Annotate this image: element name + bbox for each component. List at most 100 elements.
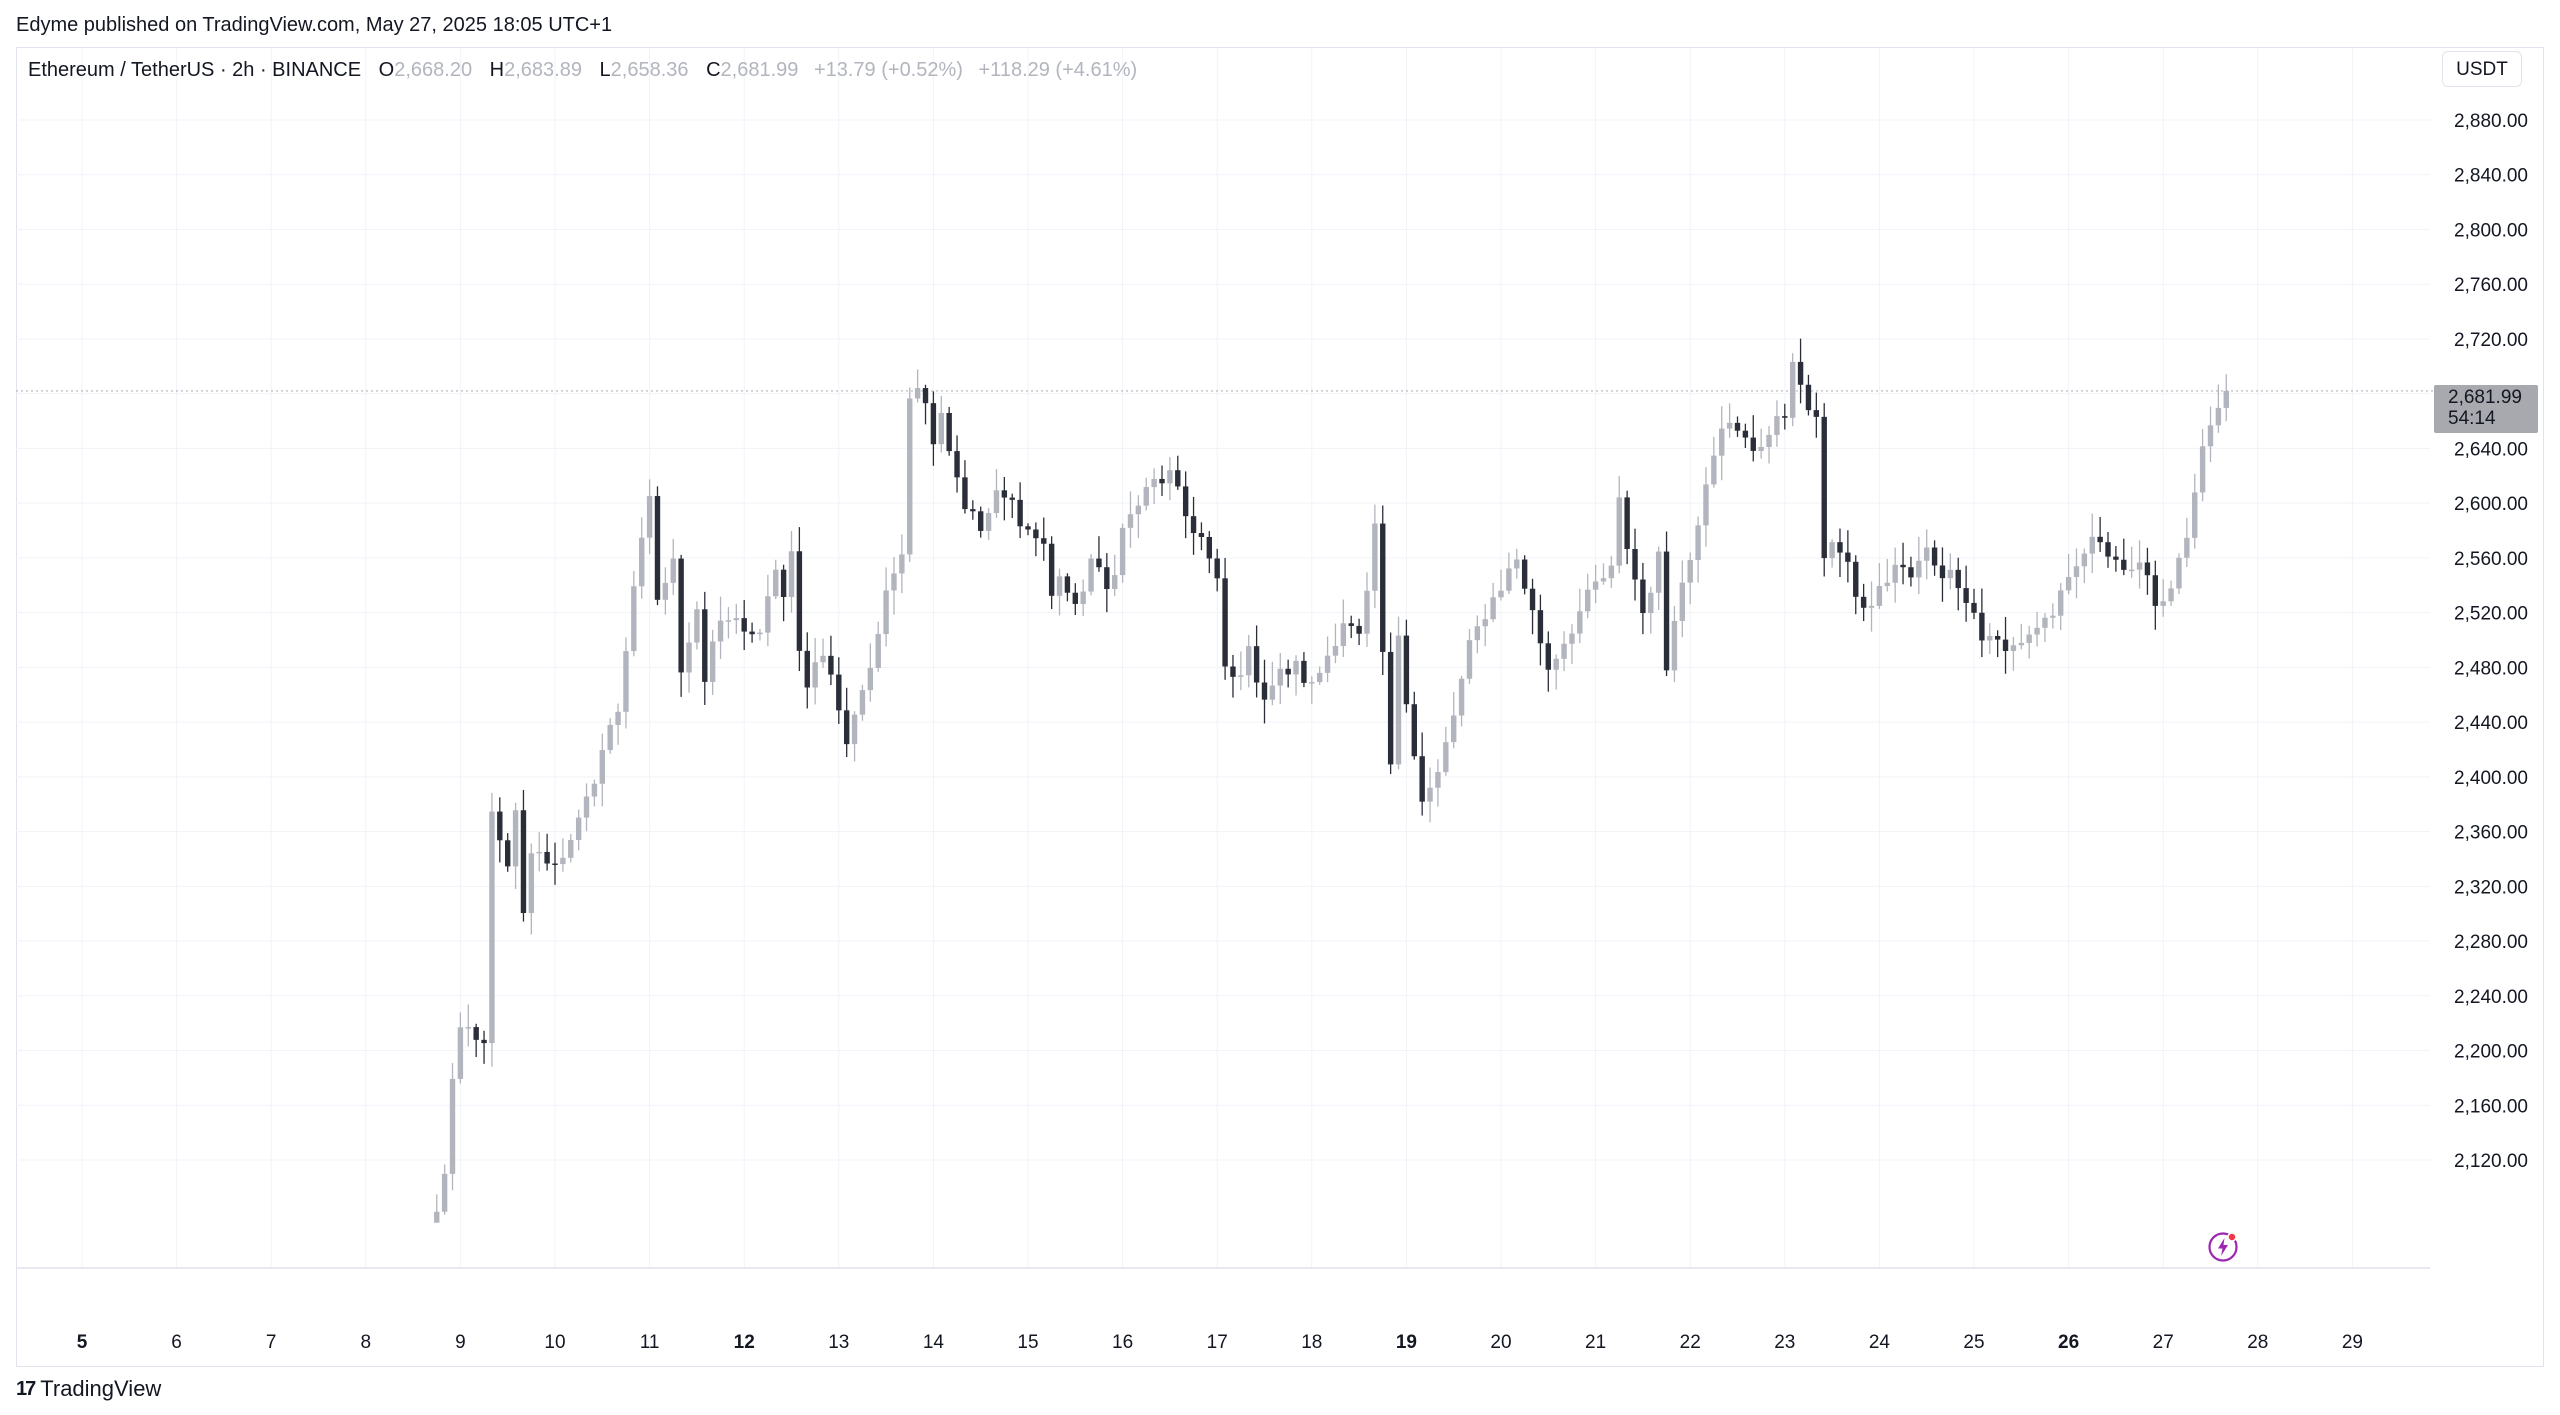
price-tick-label: 2,360.00 bbox=[2454, 823, 2528, 844]
price-tick-label: 2,400.00 bbox=[2454, 768, 2528, 789]
candle-down bbox=[1285, 668, 1291, 675]
candle-up bbox=[1600, 578, 1607, 582]
candle-down bbox=[1104, 567, 1110, 589]
currency-button[interactable]: USDT bbox=[2442, 51, 2522, 87]
candle-down bbox=[1348, 623, 1354, 626]
candle-down bbox=[1048, 543, 1055, 596]
candle-down bbox=[2097, 536, 2103, 543]
candle-down bbox=[1797, 361, 1804, 385]
candle-up bbox=[560, 857, 566, 865]
candle-up bbox=[694, 609, 700, 643]
candle-up bbox=[1774, 416, 1780, 435]
time-tick-label: 18 bbox=[1301, 1332, 1322, 1353]
candle-up bbox=[907, 398, 913, 555]
candle-up bbox=[1916, 560, 1922, 578]
candle-up bbox=[575, 817, 582, 841]
candle-up bbox=[1458, 678, 1465, 716]
price-tick-label: 2,640.00 bbox=[2454, 439, 2528, 460]
candle-up bbox=[1246, 646, 1252, 676]
candle-down bbox=[1182, 486, 1189, 517]
candle-down bbox=[1387, 651, 1394, 765]
candle-up bbox=[1238, 675, 1244, 677]
candle-up bbox=[1143, 487, 1149, 506]
candle-up bbox=[1316, 672, 1323, 683]
candle-up bbox=[1655, 551, 1662, 593]
candle-up bbox=[1679, 582, 1686, 621]
candle-up bbox=[899, 554, 905, 574]
candle-up bbox=[1135, 505, 1142, 515]
candle-up bbox=[568, 840, 574, 858]
price-tick-label: 2,880.00 bbox=[2454, 111, 2528, 132]
candle-down bbox=[1190, 516, 1197, 534]
candle-down bbox=[473, 1027, 479, 1040]
candle-down bbox=[1403, 635, 1410, 705]
candle-up bbox=[631, 586, 637, 652]
high-value: 2,683.89 bbox=[504, 59, 582, 81]
candle-up bbox=[1482, 619, 1488, 627]
candle-up bbox=[1561, 643, 1567, 659]
time-tick-label: 27 bbox=[2153, 1332, 2174, 1353]
candle-down bbox=[544, 851, 550, 864]
price-tick-label: 2,520.00 bbox=[2454, 604, 2528, 625]
candle-up bbox=[670, 558, 676, 583]
publisher-caption: Edyme published on TradingView.com, May … bbox=[16, 14, 613, 36]
candle-up bbox=[489, 811, 495, 1044]
candle-up bbox=[1987, 635, 1993, 641]
candle-down bbox=[780, 569, 787, 597]
lightning-icon[interactable] bbox=[2207, 1231, 2239, 1263]
candle-down bbox=[1380, 523, 1386, 652]
time-tick-label: 19 bbox=[1396, 1332, 1417, 1353]
candle-down bbox=[505, 840, 511, 867]
candle-up bbox=[765, 596, 771, 633]
candle-up bbox=[1056, 576, 1063, 596]
candle-down bbox=[1955, 569, 1961, 589]
tradingview-logo-text: TradingView bbox=[40, 1376, 162, 1401]
candle-down bbox=[2121, 559, 2127, 570]
candle-up bbox=[1490, 597, 1496, 620]
candle-down bbox=[1261, 682, 1268, 700]
candle-up bbox=[457, 1027, 464, 1079]
time-tick-label: 12 bbox=[734, 1332, 755, 1353]
candle-up bbox=[1726, 422, 1733, 429]
candle-up bbox=[1364, 590, 1370, 634]
candle-up bbox=[717, 620, 724, 642]
time-tick-label: 22 bbox=[1680, 1332, 1701, 1353]
candle-down bbox=[1632, 549, 1638, 580]
low-label: L bbox=[599, 59, 611, 81]
candle-down bbox=[1529, 588, 1536, 611]
candle-up bbox=[1151, 478, 1157, 488]
candle-up bbox=[1789, 361, 1796, 418]
candle-down bbox=[1230, 666, 1236, 677]
candle-up bbox=[2042, 617, 2048, 628]
candle-up bbox=[820, 655, 826, 663]
candle-up bbox=[914, 388, 921, 399]
last-price-value: 2,681.99 bbox=[2448, 387, 2522, 408]
candle-up bbox=[1112, 575, 1118, 589]
candle-down bbox=[1994, 635, 2001, 640]
candle-down bbox=[702, 609, 708, 682]
candle-up bbox=[993, 490, 1000, 514]
candle-up bbox=[1309, 682, 1315, 684]
tradingview-logo[interactable]: 17 TradingView bbox=[16, 1376, 161, 1402]
symbol-label[interactable]: Ethereum / TetherUS · 2h · BINANCE bbox=[28, 59, 362, 81]
candle-up bbox=[1711, 455, 1717, 485]
candle-up bbox=[686, 642, 692, 673]
candle-up bbox=[725, 620, 732, 622]
candle-down bbox=[481, 1039, 487, 1044]
ohlc-legend: Ethereum / TetherUS · 2h · BINANCE O2,66… bbox=[28, 59, 1137, 82]
candle-down bbox=[1782, 416, 1788, 418]
candle-up bbox=[2026, 634, 2032, 643]
candle-up bbox=[1766, 434, 1772, 447]
price-tick-label: 2,720.00 bbox=[2454, 330, 2528, 351]
candle-down bbox=[1072, 592, 1078, 604]
candle-up bbox=[1924, 547, 1930, 561]
candle-down bbox=[1041, 538, 1047, 544]
candle-down bbox=[1175, 470, 1181, 487]
time-tick-label: 29 bbox=[2342, 1332, 2363, 1353]
candle-up bbox=[1443, 742, 1449, 773]
time-tick-label: 8 bbox=[361, 1332, 372, 1353]
candle-down bbox=[1971, 602, 1977, 613]
candle-up bbox=[2215, 407, 2222, 426]
candle-up bbox=[528, 853, 535, 913]
